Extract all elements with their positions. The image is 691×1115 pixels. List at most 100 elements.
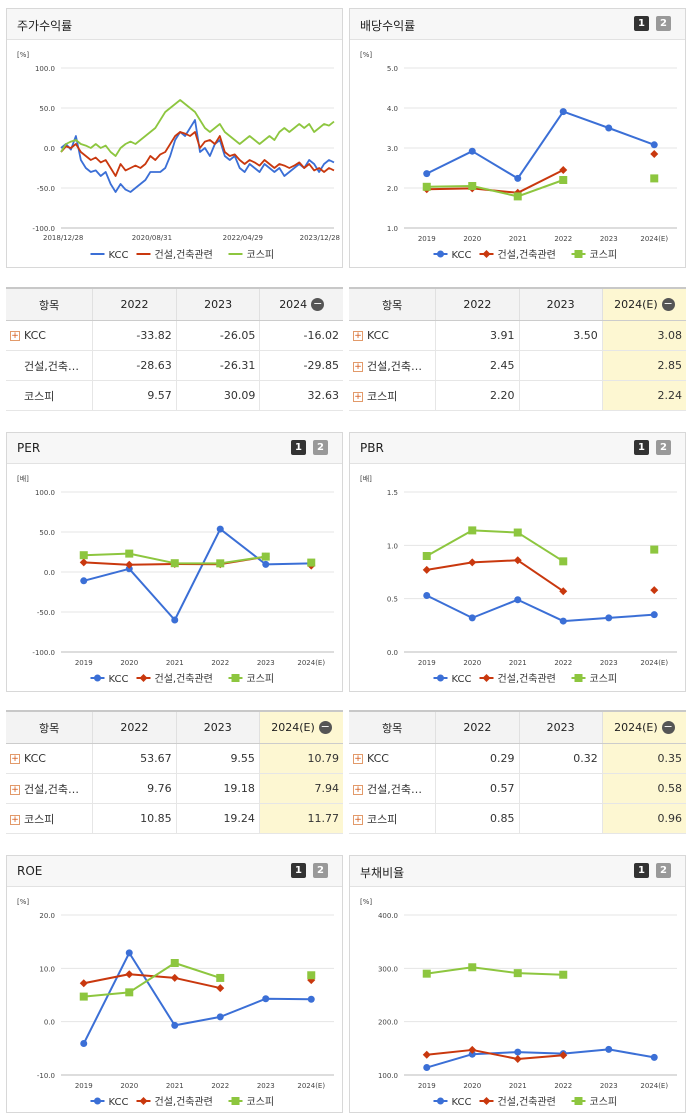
page-1-button[interactable]: 1 [634, 863, 649, 878]
row-label[interactable]: + 코스피 [6, 803, 93, 834]
data-point [216, 525, 224, 533]
series-line-construction [60, 131, 335, 177]
x-tick-label: 2022 [211, 659, 229, 667]
legend-label: KCC [109, 250, 129, 261]
page-2-button[interactable]: 2 [656, 16, 671, 31]
legend-label: KCC [452, 250, 472, 261]
legend-marker-kcc [437, 250, 444, 258]
table-cell: 0.29 [435, 743, 520, 774]
page-1-button[interactable]: 1 [291, 863, 306, 878]
data-point [650, 174, 659, 183]
table-cell [518, 380, 603, 411]
table-cell: -33.82 [92, 320, 177, 351]
column-header: 2022 [92, 712, 177, 744]
page-1-button[interactable]: 1 [291, 440, 306, 455]
data-point [79, 551, 88, 560]
column-header: 2024(E) − [601, 289, 686, 321]
per-table: 항목 2022 2023 2024(E) − + KCC 53.67 9.55 10.79 + 건설,… [6, 710, 343, 834]
expand-icon[interactable]: + [353, 361, 363, 372]
legend-marker-construction [482, 250, 491, 258]
series-line-kcc [60, 119, 335, 193]
data-point [171, 616, 179, 624]
collapse-icon[interactable]: − [311, 297, 325, 312]
row-label[interactable]: + KCC [6, 320, 93, 351]
data-point [468, 963, 477, 972]
expand-icon[interactable]: + [353, 331, 363, 341]
collapse-icon[interactable]: − [661, 297, 675, 312]
chart-svg: [%] 400.0 300.0 200.0 100.0 2019 2020 2021 2022 2… [360, 898, 677, 1108]
data-point [513, 528, 522, 537]
row-label[interactable]: + 건설,건축… [349, 350, 436, 381]
row-label[interactable]: + KCC [6, 743, 93, 774]
expand-icon[interactable]: + [10, 784, 20, 795]
row-label[interactable]: + 코스피 [349, 803, 436, 834]
row-label[interactable]: + KCC [349, 320, 436, 351]
panel-header: PBR 1 2 [350, 433, 685, 464]
table-cell: 9.57 [92, 380, 177, 411]
column-header: 2023 [518, 712, 603, 744]
y-unit-label: [%] [17, 898, 29, 906]
row-label[interactable]: + 건설,건축… [349, 773, 436, 804]
x-tick-label: 2021 [509, 659, 527, 667]
y-tick-label: 0.5 [387, 596, 398, 604]
expand-icon[interactable]: + [353, 754, 363, 764]
y-tick-label: -10.0 [37, 1072, 55, 1080]
row-label[interactable]: + 코스피 [349, 380, 436, 411]
data-table: 항목 2022 2023 2024− + KCC -33.82 -26.05 -16.02 건설,… [6, 289, 343, 411]
x-tick-label: 2020 [463, 659, 481, 667]
data-point [513, 192, 522, 201]
data-point [307, 971, 316, 980]
table-row: + KCC -33.82 -26.05 -16.02 [6, 320, 343, 351]
table-cell: 9.55 [175, 743, 260, 774]
row-label[interactable]: + KCC [349, 743, 436, 774]
expand-icon[interactable]: + [353, 814, 363, 825]
data-point [468, 147, 476, 155]
x-tick-label: 2024(E) [640, 659, 668, 667]
page-2-button[interactable]: 2 [656, 863, 671, 878]
page-1-button[interactable]: 1 [634, 440, 649, 455]
table-header-row: 항목 2022 2023 2024(E) − [349, 712, 686, 744]
legend: KCC 건설,건축관련 코스피 [90, 1096, 274, 1108]
expand-icon[interactable]: + [353, 391, 363, 402]
data-point [514, 1048, 522, 1056]
x-tick-label: 2021 [509, 1082, 527, 1090]
page-2-button[interactable]: 2 [313, 863, 328, 878]
table-cell: 0.58 [601, 773, 686, 804]
expand-icon[interactable]: + [353, 784, 363, 795]
page-2-button[interactable]: 2 [313, 440, 328, 455]
data-point [650, 545, 659, 554]
table-cell: 0.57 [435, 773, 520, 804]
row-label-text: KCC [24, 329, 46, 342]
panel-header: 주가수익률 [7, 9, 342, 40]
x-tick-label: 2022 [554, 1082, 572, 1090]
series-line-kospi [83, 962, 221, 998]
row-label-text: 건설,건축… [367, 359, 422, 373]
table-row: + KCC 0.29 0.32 0.35 [349, 743, 686, 774]
series-line-construction [426, 559, 564, 593]
debt-ratio-panel: 부채비율 1 2 [%] 400.0 300.0 200.0 100.0 2019 2020… [349, 855, 686, 1113]
collapse-icon[interactable]: − [318, 720, 332, 735]
data-point [216, 1013, 224, 1021]
expand-icon[interactable]: + [10, 754, 20, 764]
table-cell [518, 803, 603, 834]
expand-icon[interactable]: + [10, 814, 20, 825]
y-unit-label: [%] [17, 51, 29, 59]
expand-icon[interactable]: + [10, 331, 20, 341]
legend: KCC 건설,건축관련 코스피 [433, 249, 617, 261]
page-2-button[interactable]: 2 [656, 440, 671, 455]
panel-title: ROE [17, 864, 43, 878]
collapse-icon[interactable]: − [661, 720, 675, 735]
x-tick-label: 2023 [600, 659, 618, 667]
row-label[interactable]: + 건설,건축… [6, 773, 93, 804]
stock-return-panel: 주가수익률 [%] 100.0 50.0 0.0 -50.0 -100.0 2018/12/… [6, 8, 343, 268]
column-header: 2022 [435, 712, 520, 744]
table-header-row: 항목 2022 2023 2024(E) − [349, 289, 686, 321]
series-line-kospi [426, 179, 564, 198]
page-1-button[interactable]: 1 [634, 16, 649, 31]
pbr-chart: [배] 1.5 1.0 0.5 0.0 2019 2020 2021 2022 2023 2024(… [350, 464, 685, 692]
series-line-kcc [82, 951, 312, 1044]
y-tick-label: 5.0 [387, 65, 398, 73]
y-unit-label: [배] [360, 474, 372, 483]
x-tick-label: 2024(E) [297, 1082, 325, 1090]
data-point [423, 170, 431, 178]
